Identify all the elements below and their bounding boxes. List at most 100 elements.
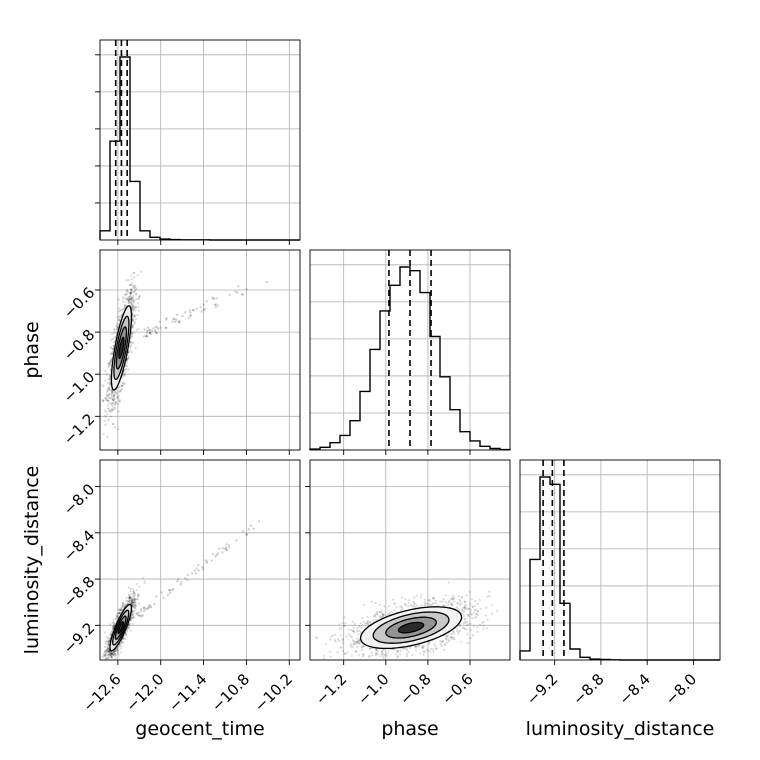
scatter-point — [131, 614, 134, 617]
scatter-point — [110, 652, 113, 655]
scatter-point — [184, 311, 187, 314]
scatter-point — [205, 300, 208, 303]
scatter-point — [337, 638, 340, 641]
scatter-point — [469, 611, 472, 614]
scatter-point — [452, 632, 455, 635]
scatter-point — [125, 298, 128, 301]
scatter-point — [443, 644, 447, 647]
scatter-point — [125, 633, 128, 637]
scatter-point — [106, 394, 109, 397]
scatter-point — [382, 614, 385, 617]
scatter-point — [104, 650, 107, 653]
scatter-point — [134, 288, 137, 291]
scatter-point — [395, 649, 398, 652]
scatter-point — [462, 607, 465, 610]
scatter-point — [448, 599, 451, 603]
scatter-point — [104, 657, 107, 660]
scatter-point — [117, 394, 120, 397]
scatter-point — [463, 610, 466, 613]
scatter-point — [132, 308, 136, 311]
scatter-point — [422, 653, 425, 656]
scatter-point — [329, 638, 332, 641]
scatter-point — [469, 602, 472, 605]
scatter-point — [104, 370, 107, 373]
scatter-point — [130, 598, 133, 602]
scatter-point — [108, 386, 111, 389]
scatter-point — [109, 361, 112, 364]
scatter-point — [361, 617, 364, 620]
scatter-point — [412, 600, 415, 603]
scatter-point — [225, 548, 228, 551]
scatter-point — [111, 652, 114, 656]
scatter-point — [413, 603, 416, 606]
scatter-point — [423, 644, 426, 648]
scatter-point — [116, 612, 119, 616]
scatter-point — [463, 604, 466, 608]
scatter-point — [387, 605, 390, 608]
scatter-point — [115, 647, 119, 650]
scatter-point — [443, 604, 446, 607]
scatter-point — [417, 645, 420, 648]
scatter-point — [104, 379, 107, 382]
scatter-point — [481, 621, 484, 624]
scatter-point — [116, 325, 119, 328]
scatter-point — [122, 641, 125, 644]
scatter-point — [128, 623, 131, 626]
scatter-point — [130, 342, 133, 345]
scatter-point — [202, 303, 205, 306]
scatter-point — [115, 649, 118, 652]
scatter-point — [112, 625, 115, 628]
scatter-point — [358, 654, 361, 657]
scatter-point — [132, 601, 135, 604]
scatter-point — [414, 645, 417, 648]
scatter-point — [339, 646, 342, 649]
scatter-point — [113, 332, 116, 335]
scatter-point — [113, 623, 116, 626]
scatter-point — [128, 596, 131, 600]
scatter-point — [368, 620, 371, 624]
scatter-point — [107, 650, 110, 653]
scatter-point — [478, 623, 482, 626]
scatter-point — [111, 402, 114, 405]
scatter-point — [252, 527, 255, 530]
scatter-point — [450, 597, 453, 601]
scatter-point — [107, 364, 110, 367]
scatter-point — [117, 649, 120, 652]
scatter-point — [467, 623, 470, 626]
scatter-point — [413, 596, 416, 599]
scatter-point — [106, 647, 109, 650]
scatter-point — [134, 604, 137, 607]
scatter-point — [473, 609, 476, 612]
scatter-point — [122, 307, 125, 310]
scatter-point — [130, 596, 133, 600]
scatter-point — [132, 587, 135, 590]
scatter-point — [392, 598, 395, 601]
scatter-point — [413, 602, 416, 605]
scatter-point — [159, 326, 162, 329]
scatter-point — [113, 407, 117, 410]
scatter-point — [476, 626, 479, 629]
scatter-point — [124, 604, 127, 607]
scatter-point — [132, 606, 135, 609]
scatter-point — [120, 647, 123, 650]
scatter-point — [466, 620, 469, 624]
scatter-point — [379, 615, 382, 618]
scatter-point — [132, 299, 135, 302]
scatter-point — [152, 327, 155, 330]
scatter-point — [428, 641, 431, 644]
scatter-point — [129, 292, 132, 295]
scatter-point — [124, 297, 127, 300]
scatter-point — [120, 608, 123, 611]
scatter-point — [137, 327, 140, 330]
scatter-point — [116, 615, 119, 618]
scatter-point — [202, 309, 205, 312]
scatter-point — [112, 621, 115, 624]
scatter-point — [132, 305, 135, 308]
scatter-point — [126, 298, 129, 301]
scatter-point — [352, 629, 355, 633]
scatter-point — [353, 623, 356, 626]
scatter-point — [122, 382, 125, 385]
scatter-point — [459, 629, 462, 633]
scatter-point — [381, 653, 384, 656]
scatter-point — [103, 409, 106, 412]
